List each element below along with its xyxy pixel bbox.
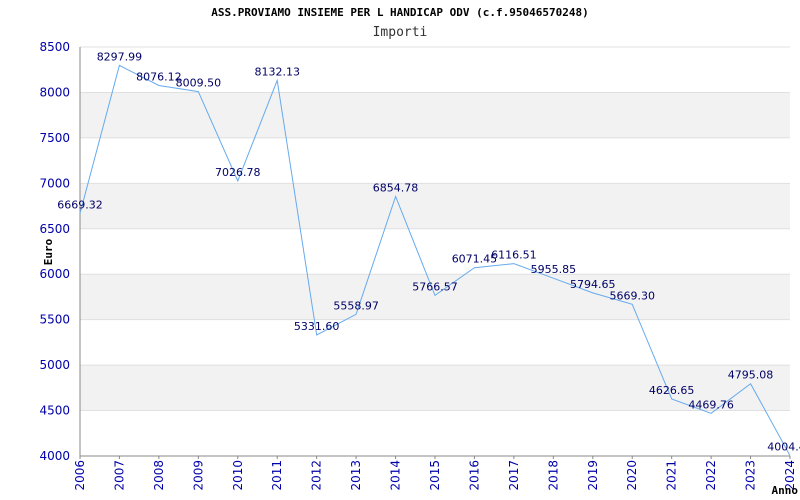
x-tick-label: 2016 [467, 460, 481, 491]
chart-title: ASS.PROVIAMO INSIEME PER L HANDICAP ODV … [211, 6, 589, 19]
x-tick-label: 2015 [428, 460, 442, 491]
x-tick-label: 2019 [586, 460, 600, 491]
y-tick-label: 4500 [39, 404, 70, 418]
y-tick-label: 6000 [39, 267, 70, 281]
data-label: 5669.30 [609, 289, 655, 302]
x-tick-label: 2008 [152, 460, 166, 491]
x-tick-label: 2017 [507, 460, 521, 491]
data-label: 4626.65 [649, 384, 695, 397]
data-label: 5331.60 [294, 320, 340, 333]
data-label: 5955.85 [531, 263, 577, 276]
x-tick-label: 2006 [73, 460, 87, 491]
data-label: 6669.32 [57, 198, 103, 211]
data-label: 5794.65 [570, 278, 616, 291]
x-tick-label: 2022 [704, 460, 718, 491]
data-label: 6071.45 [452, 253, 498, 266]
grid-band [80, 365, 790, 411]
x-tick-label: 2012 [310, 460, 324, 491]
data-label: 8297.99 [97, 50, 143, 63]
data-label: 8132.13 [254, 65, 300, 78]
x-tick-label: 2010 [231, 460, 245, 491]
x-tick-label: 2013 [349, 460, 363, 491]
y-tick-label: 4000 [39, 449, 70, 463]
x-tick-label: 2009 [191, 460, 205, 491]
y-tick-labels: 4000 4500 5000 5500 6000 6500 7000 7500 8000 8500 [39, 40, 70, 463]
y-tick-label: 8500 [39, 40, 70, 54]
y-tick-label: 7500 [39, 131, 70, 145]
x-tick-label: 2011 [270, 460, 284, 491]
grid-bands [80, 46, 790, 457]
data-label: 4004.44 [767, 441, 800, 454]
y-tick-label: 8000 [39, 85, 70, 99]
chart-subtitle: Importi [372, 25, 428, 40]
y-tick-label: 5500 [39, 313, 70, 327]
x-tick-label: 2007 [112, 460, 126, 491]
grid-band [80, 92, 790, 138]
y-axis-title: Euro [42, 238, 55, 265]
x-tick-label: 2020 [625, 460, 639, 491]
data-label: 5766.57 [412, 280, 458, 293]
data-label: 6116.51 [491, 249, 537, 262]
y-tick-label: 5000 [39, 358, 70, 372]
x-axis-title: Anno [772, 484, 799, 497]
y-tick-label: 7000 [39, 176, 70, 190]
data-label: 6854.78 [373, 182, 419, 195]
series-polyline [79, 64, 791, 456]
x-tick-label: 2018 [546, 460, 560, 491]
x-tick-label: 2014 [389, 460, 403, 491]
data-label: 4795.08 [728, 369, 774, 382]
grid-band [80, 183, 790, 229]
data-label: 8076.12 [136, 71, 182, 84]
grid-band [80, 274, 790, 320]
series-line [79, 64, 791, 456]
y-tick-label: 6500 [39, 222, 70, 236]
x-tick-label: 2023 [744, 460, 758, 491]
data-label: 4469.76 [688, 398, 734, 411]
data-label: 5558.97 [333, 299, 379, 312]
data-label: 7026.78 [215, 166, 261, 179]
x-tick-label: 2021 [665, 460, 679, 491]
data-label: 8009.50 [176, 77, 222, 90]
x-tick-label: 2024 [783, 460, 797, 491]
x-tick-labels: 2006 2007 2008 2009 2010 2011 2012 2013 2014 2015… [73, 456, 797, 491]
